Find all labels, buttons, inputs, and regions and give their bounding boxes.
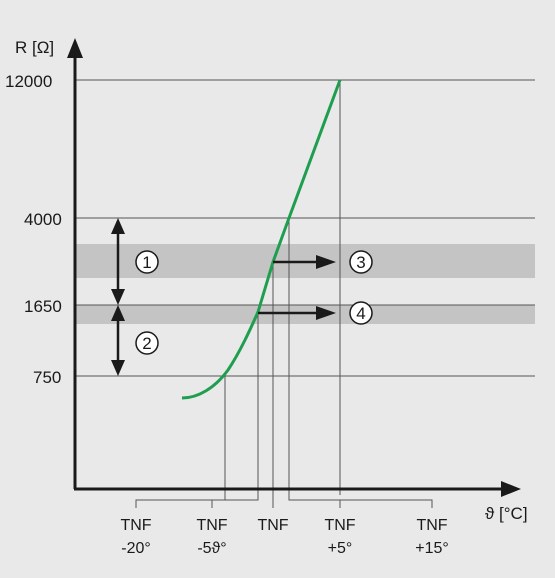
y-axis-label: R [Ω] (15, 38, 54, 57)
marker-1: 1 (135, 250, 159, 274)
lower-tolerance-band (75, 305, 535, 324)
y-tick-1650: 1650 (24, 297, 62, 316)
y-tick-750: 750 (33, 368, 61, 387)
marker-2-label: 2 (142, 334, 151, 353)
x-tick-tnf-line1: TNF (257, 517, 288, 534)
drop-lines (224, 80, 341, 495)
marker-2: 2 (135, 331, 159, 355)
axes (73, 52, 507, 491)
range-arrow-2 (111, 305, 125, 376)
y-tick-4000: 4000 (24, 210, 62, 229)
marker-3-label: 3 (356, 253, 365, 272)
x-tick-plus5: TNF +5° (324, 517, 355, 557)
x-tick-minus5-line2: -5ϑ° (197, 540, 226, 557)
marker-1-label: 1 (142, 253, 151, 272)
leader-plus15 (340, 499, 433, 508)
arrow-to-3 (273, 255, 336, 269)
leader-minus5 (211, 495, 259, 508)
label-leaders (135, 495, 433, 508)
leader-minus20 (135, 495, 226, 508)
x-tick-minus20: TNF -20° (120, 517, 151, 557)
horizontal-gridlines (75, 79, 535, 377)
marker-3: 3 (349, 250, 373, 274)
x-tick-plus15-line1: TNF (416, 517, 447, 534)
leader-tnf-b (288, 495, 341, 508)
x-tick-plus5-line2: +5° (328, 540, 353, 557)
x-tick-minus5-line1: TNF (196, 517, 227, 534)
arrow-to-4 (258, 306, 336, 320)
x-tick-minus20-line2: -20° (121, 540, 151, 557)
y-axis-arrowhead (67, 38, 83, 58)
x-tick-minus20-line1: TNF (120, 517, 151, 534)
x-axis-label: ϑ [°C] (485, 504, 528, 523)
x-tick-minus5: TNF -5ϑ° (196, 517, 227, 557)
range-arrow-1 (111, 218, 125, 305)
resistance-curve (181, 79, 342, 400)
y-tick-12000: 12000 (5, 72, 52, 91)
x-tick-plus15: TNF +15° (415, 517, 449, 557)
x-tick-plus15-line2: +15° (415, 540, 449, 557)
x-tick-tnf: TNF (257, 517, 288, 534)
marker-4-label: 4 (356, 304, 365, 323)
x-tick-plus5-line1: TNF (324, 517, 355, 534)
x-axis-arrowhead (501, 481, 521, 497)
marker-4: 4 (349, 301, 373, 325)
